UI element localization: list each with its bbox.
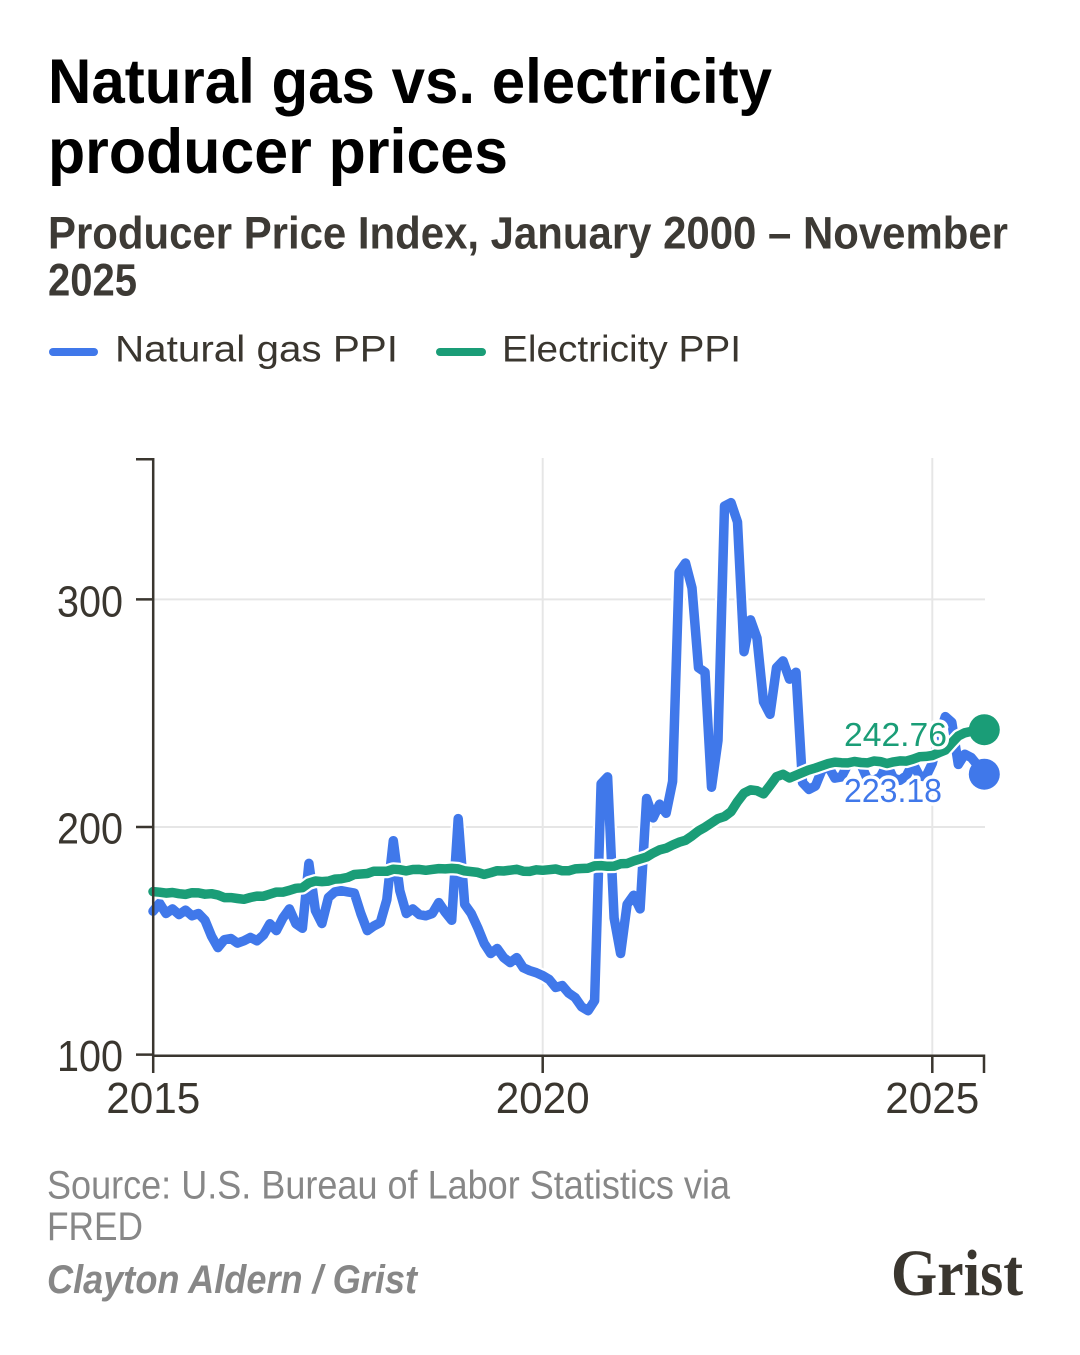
svg-text:Source: U.S. Bureau of Labor S: Source: U.S. Bureau of Labor Statistics …: [47, 1164, 731, 1208]
svg-text:242.76: 242.76: [844, 716, 947, 753]
svg-text:Electricity PPI: Electricity PPI: [502, 329, 741, 370]
svg-text:Clayton Aldern / Grist: Clayton Aldern / Grist: [47, 1258, 419, 1302]
svg-text:300: 300: [57, 578, 123, 627]
svg-text:242.76: 242.76: [844, 716, 947, 753]
svg-text:Grist: Grist: [891, 1237, 1023, 1310]
svg-text:100: 100: [57, 1032, 123, 1081]
svg-text:Natural gas PPI: Natural gas PPI: [115, 329, 398, 370]
svg-text:FRED: FRED: [47, 1205, 143, 1249]
svg-text:200: 200: [57, 804, 123, 853]
svg-text:Producer Price Index, January: Producer Price Index, January 2000 – Nov…: [48, 208, 1008, 259]
svg-text:2025: 2025: [885, 1074, 979, 1123]
svg-text:Natural gas vs. electricity: Natural gas vs. electricity: [48, 47, 772, 117]
svg-text:223.18: 223.18: [844, 772, 942, 809]
svg-text:producer prices: producer prices: [48, 117, 508, 187]
svg-text:2025: 2025: [48, 255, 137, 306]
svg-text:2015: 2015: [106, 1074, 200, 1123]
svg-text:223.18: 223.18: [844, 772, 942, 809]
svg-text:2020: 2020: [496, 1074, 590, 1123]
